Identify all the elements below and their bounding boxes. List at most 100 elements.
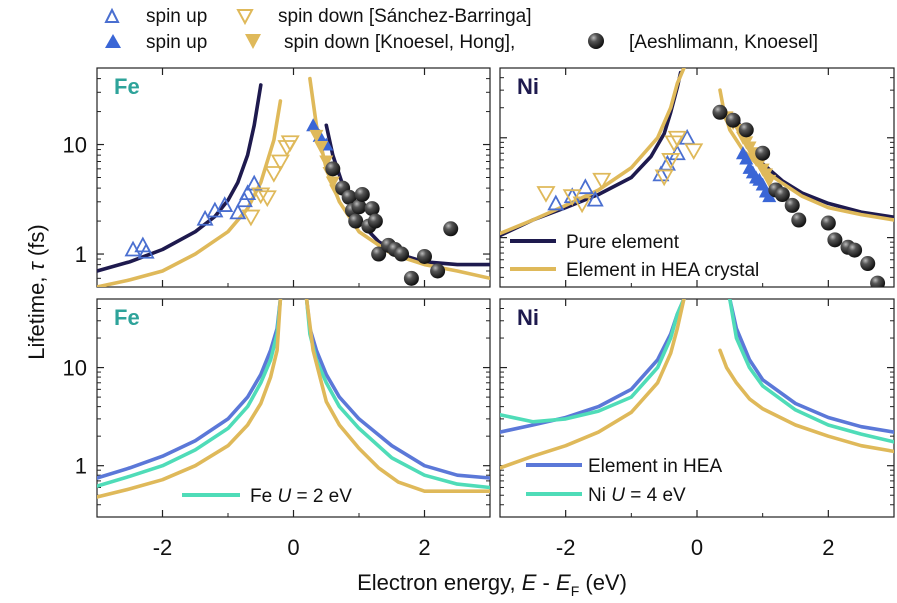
data-point-sphere	[367, 213, 383, 229]
legend-sphere-label: [Aeshlimann, Knoesel]	[629, 32, 818, 53]
data-point-open-triangle-down	[251, 187, 271, 205]
data-point-open-triangle-up	[137, 242, 155, 259]
data-point-filled-triangle-down	[758, 168, 773, 182]
data-point-sphere	[784, 197, 800, 213]
plot-area	[97, 76, 490, 287]
data-point-sphere	[860, 256, 876, 272]
data-point-open-triangle-up	[668, 144, 686, 161]
data-point-open-triangle-down	[592, 172, 612, 190]
data-point-sphere	[341, 189, 357, 205]
data-point-open-triangle-up	[229, 203, 247, 220]
data-point-sphere	[403, 270, 419, 286]
x-tick-label: 2	[418, 535, 430, 560]
data-point-filled-triangle-down	[309, 129, 324, 143]
series-line-fe-u-2-ev	[304, 299, 490, 490]
y-tick-label: 10	[63, 356, 87, 381]
data-point-open-triangle-down	[654, 169, 674, 187]
panel-fe-bottom: -2 0 2 1 10 Fe	[63, 298, 491, 560]
y-tick-label: 1	[75, 454, 87, 479]
data-point-sphere	[443, 221, 459, 237]
data-point-open-triangle-up	[547, 194, 565, 211]
data-point-open-triangle-down	[257, 190, 277, 208]
data-point-sphere	[364, 201, 380, 217]
panel-ni-top: Ni	[499, 67, 895, 288]
x-tick-label: 2	[822, 535, 834, 560]
series-line-ni-u-4-ev	[500, 299, 686, 424]
panel-label: Fe	[114, 305, 140, 330]
plot-area	[500, 68, 894, 287]
plot-frame	[499, 298, 895, 518]
legend-filled-triangle-up-icon	[105, 34, 121, 48]
series-line-pure-element	[97, 83, 263, 273]
y-tick-label: 10	[63, 133, 87, 158]
plot-area	[500, 299, 894, 470]
series-line-element-in-hea-crystal	[97, 99, 283, 287]
series-line-element-in-hea-crystal	[97, 299, 283, 499]
data-point-sphere	[820, 215, 836, 231]
plot-frame	[499, 67, 895, 288]
series-line-element-in-hea-crystal	[500, 299, 686, 470]
data-point-sphere	[712, 104, 728, 120]
legend-entry-filled-down: spin down [Knoesel, Hong],	[245, 32, 515, 53]
data-point-filled-triangle-down	[314, 140, 329, 154]
data-point-sphere	[725, 112, 741, 128]
data-point-sphere	[371, 246, 387, 262]
data-point-open-triangle-down	[264, 166, 284, 183]
panel-label: Fe	[114, 74, 140, 99]
data-point-open-triangle-down	[536, 186, 556, 203]
data-point-open-triangle-up	[576, 178, 594, 195]
x-tick-label: -2	[556, 535, 576, 560]
data-point-open-triangle-down	[661, 153, 681, 170]
data-point-open-triangle-up	[586, 190, 604, 207]
data-point-filled-triangle-up	[762, 189, 777, 203]
legend-pure-element-label: Pure element	[566, 232, 680, 253]
y-axis-title: Lifetime, τ (fs)	[24, 224, 49, 359]
data-point-sphere	[738, 122, 754, 138]
legend-hea-crystal-label: Element in HEA crystal	[566, 260, 759, 281]
data-point-sphere	[354, 186, 370, 202]
legend-element-in-hea-label: Element in HEA	[588, 456, 722, 477]
ni-bottom-legend: Element in HEA Ni U = 4 eV	[526, 456, 722, 506]
series-line-element-in-hea	[727, 299, 894, 434]
legend-entry-open-up: spin up	[104, 6, 207, 27]
plot-frame	[96, 298, 491, 518]
series-line-ni-u-4-ev	[727, 299, 894, 444]
data-point-sphere	[430, 263, 446, 279]
panel-label: Ni	[517, 305, 539, 330]
x-tick-label: 0	[287, 535, 299, 560]
data-point-filled-triangle-up	[306, 118, 321, 132]
ni-top-legend: Pure element Element in HEA crystal	[510, 232, 759, 281]
panel-ni-bottom: -2 0 2 Ni	[499, 298, 895, 560]
x-tick-label: 0	[691, 535, 703, 560]
data-point-sphere	[348, 213, 364, 229]
data-point-open-triangle-up	[196, 209, 214, 226]
data-point-sphere	[847, 242, 863, 258]
legend-open-triangle-up-icon	[104, 7, 120, 23]
data-point-open-triangle-down	[684, 143, 704, 161]
data-point-open-triangle-down	[572, 196, 592, 214]
data-point-open-triangle-down	[241, 209, 261, 227]
top-legend: spin up spin down [Sánchez-Barringa] spi…	[104, 6, 818, 53]
legend-open-down-label: spin down [Sánchez-Barringa]	[278, 6, 531, 27]
data-point-open-triangle-up	[239, 184, 257, 201]
legend-filled-down-label: spin down [Knoesel, Hong],	[284, 32, 515, 53]
data-point-open-triangle-down	[270, 154, 290, 172]
series-line-fe-u-2-ev	[97, 299, 283, 488]
data-point-sphere	[417, 248, 432, 264]
legend-filled-up-label: spin up	[146, 32, 207, 53]
x-axis-title: Electron energy, E - EF (eV)	[357, 570, 627, 599]
data-point-open-triangle-down	[280, 135, 300, 153]
data-point-sphere	[827, 232, 843, 248]
series-line-element-in-hea-crystal	[500, 68, 686, 236]
panel-label: Ni	[517, 74, 539, 99]
data-point-filled-triangle-down	[319, 155, 334, 169]
legend-ni-u-label: Ni U = 4 eV	[588, 485, 686, 506]
data-point-sphere	[394, 246, 410, 262]
data-point-open-triangle-up	[216, 196, 234, 212]
data-point-open-triangle-down	[667, 130, 687, 148]
data-point-sphere	[325, 161, 341, 177]
legend-filled-triangle-down-icon	[245, 34, 261, 49]
series-line-element-in-hea-crystal	[304, 299, 490, 494]
legend-open-triangle-down-icon	[236, 9, 254, 26]
